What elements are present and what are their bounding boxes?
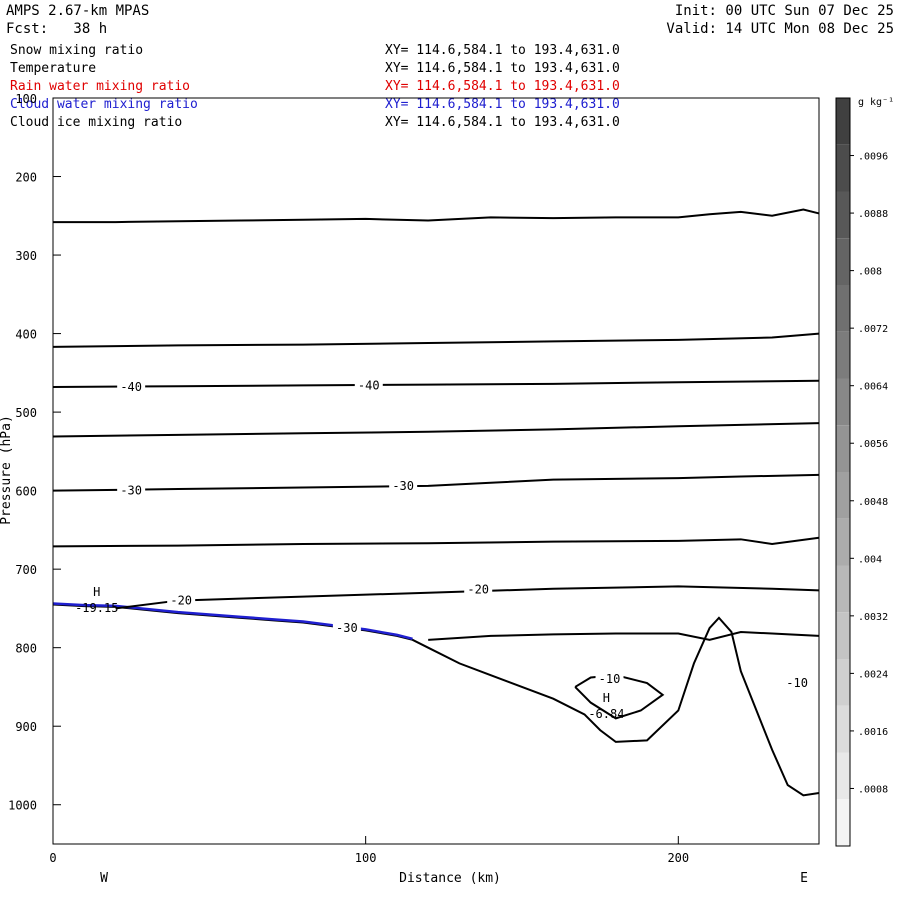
y-tick-label-600: 600 bbox=[15, 485, 37, 499]
colorbar-swatch-12 bbox=[836, 659, 850, 706]
colorbar-swatch-4 bbox=[836, 285, 850, 332]
isotherm-line-5 bbox=[52, 536, 820, 548]
east-label: E bbox=[800, 871, 808, 886]
colorbar-swatch-15 bbox=[836, 799, 850, 846]
colorbar-swatch-5 bbox=[836, 331, 850, 379]
colorbar-label-6: .0048 bbox=[858, 497, 888, 508]
field-xy-rain: XY= 114.6,584.1 to 193.4,631.0 bbox=[385, 79, 620, 94]
contour-label-5: -20 bbox=[467, 583, 489, 597]
colorbar-unit: g kg⁻¹ bbox=[858, 97, 894, 108]
y-tick-label-400: 400 bbox=[15, 328, 37, 342]
field-name-cloud-water: Cloud water mixing ratio bbox=[10, 97, 198, 112]
y-tick-label-100: 100 bbox=[15, 92, 37, 106]
terrain-line bbox=[52, 603, 820, 797]
contour-label-4: -20 bbox=[170, 594, 192, 608]
west-label: W bbox=[100, 871, 108, 886]
field-xy-cloud-ice: XY= 114.6,584.1 to 193.4,631.0 bbox=[385, 115, 620, 130]
colorbar-label-8: .0032 bbox=[858, 612, 888, 623]
field-xy-temperature: XY= 114.6,584.1 to 193.4,631.0 bbox=[385, 61, 620, 76]
y-tick-label-500: 500 bbox=[15, 406, 37, 420]
y-axis-label: Pressure (hPa) bbox=[0, 415, 14, 525]
isotherm-line-2 bbox=[52, 379, 820, 388]
x-tick-label-200: 200 bbox=[667, 851, 689, 865]
colorbar-swatch-9 bbox=[836, 518, 850, 566]
colorbar-label-1: .0088 bbox=[858, 209, 888, 220]
contour-label-7: -10 bbox=[599, 672, 621, 686]
colorbar-label-11: .0008 bbox=[858, 784, 888, 795]
contour-label-0: -40 bbox=[120, 380, 142, 394]
x-axis-label: Distance (km) bbox=[399, 871, 501, 886]
colorbar-swatch-14 bbox=[836, 752, 850, 800]
high-value-1: -6.84 bbox=[588, 707, 624, 721]
y-tick-label-300: 300 bbox=[15, 249, 37, 263]
contour-label-bg-8 bbox=[783, 676, 812, 691]
contour-label-8: -10 bbox=[786, 676, 808, 690]
colorbar-label-7: .004 bbox=[858, 554, 882, 565]
colorbar-label-5: .0056 bbox=[858, 439, 888, 450]
contour-label-bg-3 bbox=[389, 478, 418, 493]
colorbar-swatch-1 bbox=[836, 144, 850, 192]
valid-time: Valid: 14 UTC Mon 08 Dec 25 bbox=[666, 21, 894, 37]
colorbar-label-3: .0072 bbox=[858, 324, 888, 335]
contour-label-bg-6 bbox=[332, 621, 361, 636]
colorbar: .0096 .0088 .008 .0072 .0064 .0056 .0048 .004 .0… bbox=[835, 97, 888, 847]
y-tick-label-1000: 1000 bbox=[8, 799, 37, 813]
high-marker-0: H bbox=[93, 585, 100, 599]
colorbar-swatch-8 bbox=[836, 472, 850, 519]
x-tick-label-0: 0 bbox=[49, 851, 56, 865]
contour-label-2: -30 bbox=[120, 484, 142, 498]
colorbar-label-4: .0064 bbox=[858, 382, 888, 393]
field-name-cloud-ice: Cloud ice mixing ratio bbox=[10, 115, 183, 130]
contour-label-3: -30 bbox=[392, 479, 414, 493]
y-tick-label-700: 700 bbox=[15, 563, 37, 577]
contour-label-6: -30 bbox=[336, 621, 358, 635]
y-tick-label-900: 900 bbox=[15, 720, 37, 734]
field-xy-cloud-water: XY= 114.6,584.1 to 193.4,631.0 bbox=[385, 97, 620, 112]
isotherm-line-3 bbox=[52, 422, 820, 438]
y-tick-label-200: 200 bbox=[15, 171, 37, 185]
colorbar-label-10: .0016 bbox=[858, 727, 888, 738]
y-tick-label-800: 800 bbox=[15, 642, 37, 656]
contour-label-bg-2 bbox=[117, 483, 146, 498]
colorbar-swatch-6 bbox=[836, 378, 850, 426]
contour-label-bg-4 bbox=[167, 593, 196, 608]
colorbar-label-9: .0024 bbox=[858, 669, 888, 680]
colorbar-label-2: .008 bbox=[858, 267, 882, 278]
colorbar-swatch-13 bbox=[836, 705, 850, 753]
contour-label-bg-5 bbox=[464, 582, 493, 597]
x-tick-label-100: 100 bbox=[355, 851, 377, 865]
colorbar-label-0: .0096 bbox=[858, 152, 888, 163]
field-name-temperature: Temperature bbox=[10, 61, 97, 76]
field-name-snow: Snow mixing ratio bbox=[10, 43, 144, 58]
contour-label-bg-7 bbox=[595, 672, 624, 687]
field-xy-snow: XY= 114.6,584.1 to 193.4,631.0 bbox=[385, 43, 620, 58]
isotherm-line-1 bbox=[52, 332, 820, 348]
contour-label-1: -40 bbox=[358, 378, 380, 392]
colorbar-swatch-7 bbox=[836, 425, 850, 472]
field-name-rain: Rain water mixing ratio bbox=[10, 79, 191, 94]
plot-frame bbox=[52, 97, 820, 845]
contour-label-bg-1 bbox=[354, 378, 383, 393]
high-value-0: -19.15 bbox=[75, 601, 118, 615]
colorbar-swatch-2 bbox=[836, 191, 850, 239]
isotherm-line-4 bbox=[52, 473, 820, 492]
high-marker-1: H bbox=[603, 691, 610, 705]
colorbar-swatch-11 bbox=[836, 612, 850, 659]
model-title: AMPS 2.67-km MPAS bbox=[6, 3, 150, 19]
isotherm-line-0 bbox=[53, 208, 820, 224]
contour-label-bg-0 bbox=[117, 379, 146, 394]
forecast-hour: Fcst: 38 h bbox=[6, 21, 108, 37]
cloud-water-line bbox=[52, 602, 413, 641]
isotherm-line-7 bbox=[428, 630, 820, 641]
colorbar-swatch-3 bbox=[836, 238, 850, 285]
colorbar-swatch-0 bbox=[836, 98, 850, 145]
colorbar-frame bbox=[835, 97, 851, 847]
init-time: Init: 00 UTC Sun 07 Dec 25 bbox=[674, 3, 894, 19]
colorbar-swatch-10 bbox=[836, 565, 850, 613]
